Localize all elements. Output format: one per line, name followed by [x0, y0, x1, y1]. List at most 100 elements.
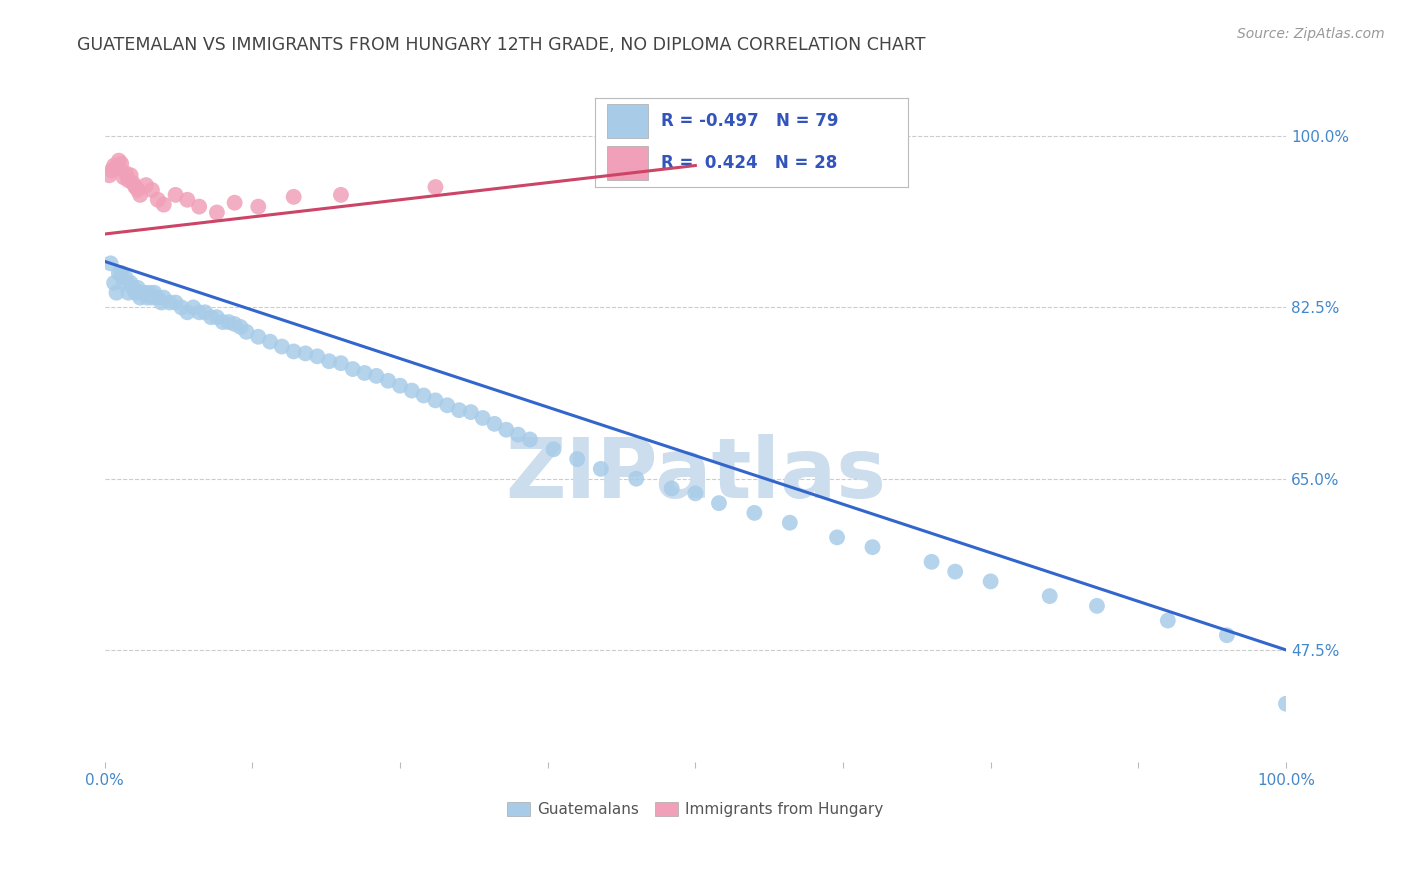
Point	[108, 266, 131, 280]
Point	[141, 291, 163, 305]
Point	[159, 295, 181, 310]
Point	[120, 276, 142, 290]
Point	[181, 301, 204, 315]
Point	[1085, 599, 1108, 613]
Point	[143, 285, 166, 300]
Point	[112, 170, 135, 185]
Point	[205, 310, 228, 325]
Point	[247, 330, 270, 344]
Point	[283, 344, 305, 359]
Point	[270, 340, 292, 354]
Point	[131, 285, 153, 300]
Point	[188, 305, 211, 319]
Point	[127, 183, 149, 197]
Point	[124, 285, 146, 300]
Point	[200, 310, 222, 325]
Point	[329, 187, 352, 202]
Point	[353, 366, 375, 380]
Point	[129, 187, 152, 202]
Point	[471, 411, 494, 425]
Point	[495, 423, 517, 437]
Text: ZIPatlas: ZIPatlas	[505, 434, 886, 516]
Point	[247, 200, 270, 214]
Point	[707, 496, 730, 510]
Point	[307, 349, 329, 363]
Point	[211, 315, 233, 329]
Point	[188, 200, 211, 214]
Point	[146, 193, 169, 207]
Point	[779, 516, 801, 530]
Point	[342, 362, 364, 376]
Point	[460, 405, 482, 419]
Point	[110, 156, 132, 170]
Point	[943, 565, 966, 579]
Point	[194, 305, 217, 319]
Point	[146, 291, 169, 305]
Point	[176, 305, 198, 319]
Text: Source: ZipAtlas.com: Source: ZipAtlas.com	[1237, 27, 1385, 41]
Point	[425, 393, 447, 408]
Point	[110, 266, 132, 280]
Point	[377, 374, 399, 388]
Point	[825, 530, 848, 544]
Point	[401, 384, 423, 398]
Point	[294, 346, 316, 360]
Point	[862, 540, 884, 554]
Point	[224, 195, 246, 210]
Point	[412, 388, 434, 402]
Point	[105, 161, 128, 175]
Point	[519, 433, 541, 447]
Point	[117, 173, 139, 187]
Point	[152, 291, 174, 305]
Point	[318, 354, 340, 368]
Point	[176, 193, 198, 207]
Point	[112, 276, 135, 290]
Point	[567, 452, 589, 467]
Point	[117, 285, 139, 300]
Text: GUATEMALAN VS IMMIGRANTS FROM HUNGARY 12TH GRADE, NO DIPLOMA CORRELATION CHART: GUATEMALAN VS IMMIGRANTS FROM HUNGARY 12…	[77, 36, 925, 54]
Point	[103, 159, 125, 173]
Point	[921, 555, 943, 569]
Point	[744, 506, 766, 520]
Point	[127, 281, 149, 295]
Point	[135, 178, 157, 192]
Point	[105, 285, 128, 300]
Point	[425, 180, 447, 194]
Point	[685, 486, 707, 500]
Point	[224, 317, 246, 331]
Point	[1157, 614, 1180, 628]
Point	[100, 256, 122, 270]
Point	[141, 183, 163, 197]
Point	[138, 285, 160, 300]
Point	[100, 163, 122, 178]
Point	[661, 482, 683, 496]
Point	[122, 281, 145, 295]
Point	[124, 180, 146, 194]
Point	[543, 442, 565, 457]
Point	[508, 427, 530, 442]
Point	[1275, 697, 1298, 711]
Point	[449, 403, 471, 417]
Point	[388, 378, 411, 392]
Point	[152, 197, 174, 211]
Point	[626, 472, 648, 486]
Point	[98, 169, 121, 183]
Point	[1216, 628, 1239, 642]
Point	[436, 398, 458, 412]
Point	[115, 166, 138, 180]
Point	[205, 205, 228, 219]
Point	[229, 320, 252, 334]
Point	[122, 176, 145, 190]
Point	[103, 276, 125, 290]
Point	[218, 315, 240, 329]
Point	[235, 325, 257, 339]
Point	[165, 187, 187, 202]
Point	[136, 291, 159, 305]
Point	[115, 271, 138, 285]
Point	[329, 356, 352, 370]
Point	[134, 285, 156, 300]
Point	[165, 295, 187, 310]
Point	[685, 159, 707, 173]
Point	[129, 291, 152, 305]
Point	[366, 368, 388, 383]
